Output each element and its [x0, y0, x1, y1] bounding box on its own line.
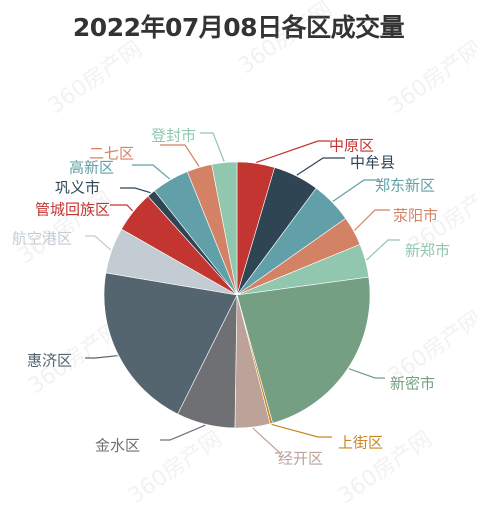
slice-label: 二七区 — [89, 145, 134, 163]
leader-line — [252, 427, 282, 454]
leader-line — [85, 355, 118, 359]
leader-line — [271, 423, 332, 438]
leader-line — [348, 368, 385, 379]
leader-line — [160, 424, 206, 441]
leader-line — [110, 204, 134, 212]
slice-label: 航空港区 — [12, 230, 72, 248]
slice-label: 惠济区 — [27, 352, 72, 370]
slice-label: 管城回族区 — [35, 201, 110, 219]
leader-line — [132, 164, 171, 180]
leader-line — [296, 157, 345, 176]
leader-line — [332, 179, 380, 202]
pie-slices — [103, 161, 371, 429]
leader-line — [200, 132, 225, 162]
leader-line — [160, 144, 200, 167]
slice-label: 登封市 — [151, 127, 196, 145]
pie-slice[interactable] — [103, 272, 238, 415]
leader-line — [256, 140, 330, 163]
slice-label: 中牟县 — [350, 154, 395, 172]
pie-slice[interactable] — [236, 276, 371, 424]
slice-label: 上街区 — [338, 434, 383, 452]
slice-label: 郑东新区 — [375, 177, 435, 195]
slice-label: 经开区 — [278, 450, 323, 468]
slice-label: 巩义市 — [55, 179, 100, 197]
leader-line — [85, 235, 112, 251]
leader-line — [120, 187, 151, 194]
slice-label: 荥阳市 — [393, 207, 438, 225]
leader-line — [365, 239, 400, 261]
leader-lines — [85, 132, 400, 454]
slice-label: 中原区 — [329, 137, 374, 155]
chart-title: 2022年07月08日各区成交量 — [72, 13, 405, 42]
leader-line — [353, 209, 390, 231]
slice-label: 高新区 — [69, 159, 114, 177]
slice-label: 新密市 — [390, 375, 435, 393]
pie-slice[interactable] — [211, 161, 238, 296]
slice-label: 金水区 — [95, 437, 140, 455]
slice-label: 新郑市 — [405, 242, 450, 260]
